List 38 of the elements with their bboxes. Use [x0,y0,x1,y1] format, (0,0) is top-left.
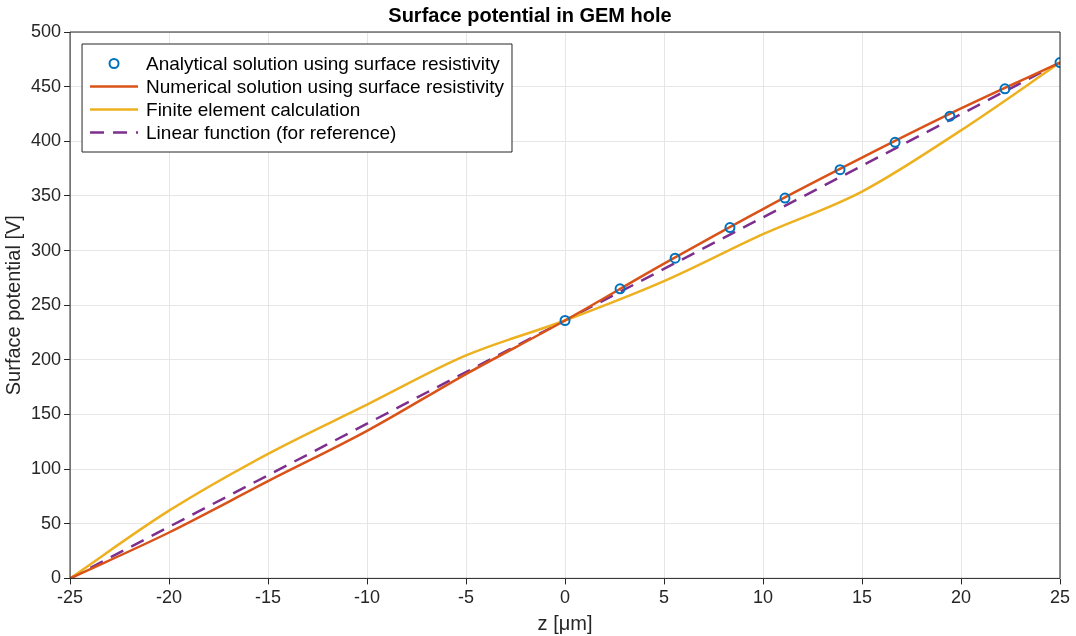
x-axis-title: z [μm] [537,611,593,634]
x-tick-label: 25 [1049,587,1071,608]
legend-label: Linear function (for reference) [146,121,397,143]
legend-label: Finite element calculation [146,98,361,120]
legend-label: Analytical solution using surface resistivity [146,52,501,74]
y-tick-label: 100 [30,458,62,479]
y-tick-label: 300 [30,239,62,260]
x-tick-label: 15 [851,587,873,608]
point [614,283,626,295]
y-tick-label: 200 [30,348,62,369]
y-tick-label: 350 [30,184,62,205]
x-tick-label: 0 [560,587,571,608]
y-tick-label: 250 [30,294,62,315]
y-tick-label: 50 [41,512,62,533]
y-tick-label: 150 [30,403,62,424]
y-axis-title: Surface potential [V] [1,215,24,396]
point [944,110,956,122]
x-tick-label: -25 [57,587,84,608]
legend-label: Numerical solution using surface resistivity [146,75,505,97]
point [724,222,736,234]
point [999,83,1011,95]
x-tick-label: -20 [156,587,183,608]
point [834,164,846,176]
point [669,252,681,264]
x-tick-label: -15 [255,587,282,608]
x-tick-label: 10 [752,587,774,608]
x-tick-label: 5 [659,587,670,608]
x-tick-label: -5 [458,587,475,608]
y-tick-label: 0 [51,567,62,588]
point [559,315,571,326]
y-tick-label: 450 [30,75,62,96]
point [779,192,791,204]
chart-title: Surface potential in GEM hole [388,3,672,26]
point [889,136,901,148]
y-tick-label: 400 [30,130,62,151]
x-tick-label: 20 [950,587,972,608]
y-tick-label: 500 [30,20,62,41]
x-tick-label: -10 [354,587,381,608]
